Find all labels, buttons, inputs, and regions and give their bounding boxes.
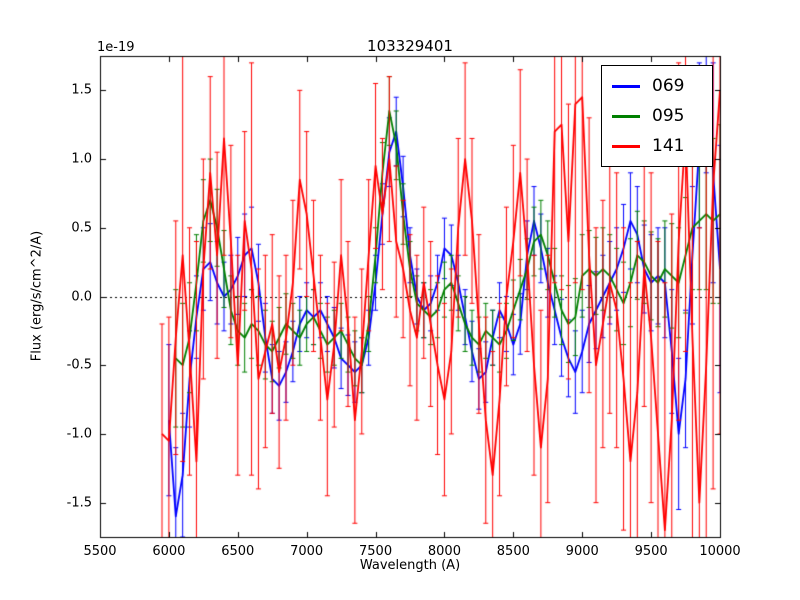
plot-title: 103329401 [367, 37, 453, 55]
x-tick-label: 5500 [83, 544, 117, 559]
x-tick-label: 8500 [496, 544, 530, 559]
x-tick-label: 10000 [699, 544, 741, 559]
y-tick-label: -1.5 [66, 495, 92, 511]
legend-swatch [612, 144, 640, 148]
x-tick-label: 6000 [152, 544, 186, 559]
x-axis-label: Wavelength (A) [359, 558, 461, 573]
x-tick-label: 7000 [290, 544, 324, 559]
legend-entry: 141 [612, 131, 702, 161]
y-tick-label: -0.5 [66, 357, 92, 373]
legend-entry: 069 [612, 71, 702, 101]
legend-label: 069 [652, 76, 685, 96]
legend-swatch [612, 84, 640, 88]
y-tick-label: 0.5 [71, 220, 92, 236]
y-tick-label: 0.0 [71, 289, 92, 304]
x-tick-label: 9000 [565, 544, 599, 559]
y-axis-offset-text: 1e-19 [97, 40, 135, 55]
legend-swatch [612, 114, 640, 118]
x-tick-label: 7500 [359, 544, 393, 559]
y-tick-label: 1.0 [71, 151, 92, 167]
y-axis-label: Flux (erg/s/cm^2/A) [29, 230, 45, 362]
legend-label: 095 [652, 106, 685, 126]
x-tick-label: 9500 [634, 544, 668, 559]
legend-entry: 095 [612, 101, 702, 131]
x-tick-label: 6500 [221, 544, 255, 559]
x-tick-label: 8000 [427, 544, 461, 559]
y-tick-label: -1.0 [66, 426, 92, 442]
legend: 069 095 141 [601, 65, 713, 167]
legend-label: 141 [652, 136, 685, 156]
y-tick-label: 1.5 [71, 82, 92, 98]
